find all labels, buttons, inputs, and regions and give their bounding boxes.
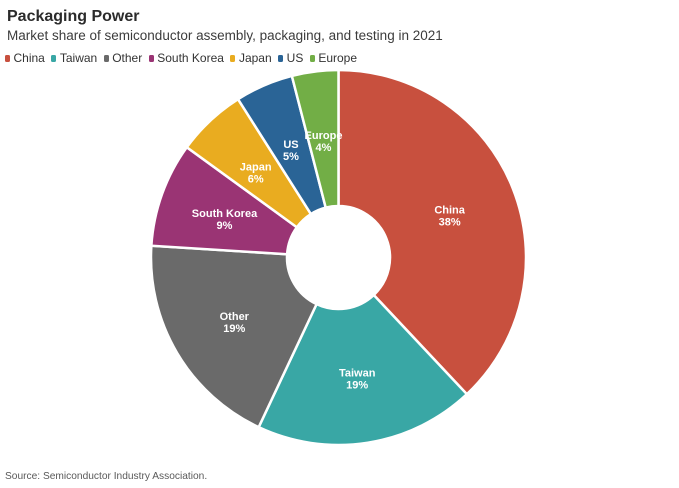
svg-text:US5%: US 5% (283, 139, 299, 163)
